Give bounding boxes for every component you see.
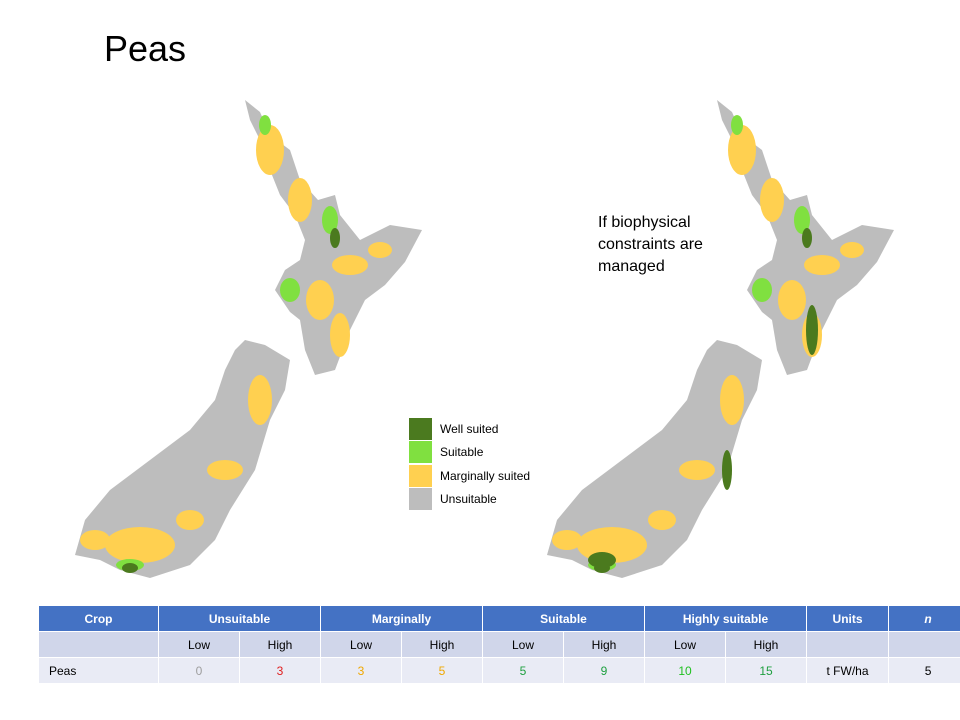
subheader-cell: Low	[482, 631, 565, 658]
annotation: If biophysical constraints are managed	[598, 214, 703, 275]
table-cell: 5	[400, 657, 484, 684]
legend: Well suited Suitable Marginally suited Unsu…	[409, 417, 530, 511]
table-cell: 5	[888, 657, 960, 684]
legend-swatch	[409, 417, 432, 440]
header-cell: Marginally	[319, 605, 484, 632]
header-cell: n	[888, 605, 960, 632]
subheader-cell	[806, 631, 890, 658]
legend-item: Well suited	[409, 417, 530, 440]
subheader-cell: Low	[320, 631, 402, 658]
subheader-cell	[38, 631, 159, 658]
maps	[75, 100, 894, 578]
map-current	[75, 100, 422, 578]
table-cell: 5	[482, 657, 565, 684]
header-cell: Unsuitable	[158, 605, 321, 632]
subheader-cell: High	[400, 631, 484, 658]
subheader-cell: Low	[158, 631, 240, 658]
table-cell: 3	[320, 657, 402, 684]
legend-item: Suitable	[409, 441, 530, 464]
table-cell: t FW/ha	[806, 657, 890, 684]
header-cell: Crop	[38, 605, 159, 632]
table-cell: 0	[158, 657, 240, 684]
subheader-cell: High	[239, 631, 321, 658]
table-cell: 15	[725, 657, 808, 684]
legend-label: Unsuitable	[440, 492, 497, 506]
legend-swatch	[409, 464, 432, 487]
map-managed	[547, 100, 894, 578]
header-cell: Units	[806, 605, 890, 632]
subheader-cell	[888, 631, 960, 658]
title: Peas	[104, 28, 187, 69]
table-row: Peas 0 3 3 5 5 9 10 15 t FW/ha 5	[38, 657, 960, 684]
legend-swatch	[409, 488, 432, 510]
legend-item: Marginally suited	[409, 464, 530, 487]
subheader-row: Low High Low High Low High Low High	[38, 631, 960, 658]
header-cell: Highly suitable	[644, 605, 808, 632]
table-cell: 10	[644, 657, 727, 684]
subheader-cell: High	[563, 631, 646, 658]
legend-swatch	[409, 441, 432, 463]
subheader-cell: Low	[644, 631, 727, 658]
table: Crop Unsuitable Marginally Suitable Highly s…	[38, 605, 960, 684]
legend-item: Unsuitable	[409, 488, 530, 511]
table-cell: 9	[563, 657, 646, 684]
table-cell: 3	[239, 657, 321, 684]
legend-label: Well suited	[440, 421, 499, 436]
table-cell: Peas	[38, 657, 159, 684]
legend-label: Marginally suited	[440, 468, 531, 483]
legend-label: Suitable	[440, 445, 484, 459]
subheader-cell: High	[725, 631, 808, 658]
header-cell: Suitable	[482, 605, 646, 632]
